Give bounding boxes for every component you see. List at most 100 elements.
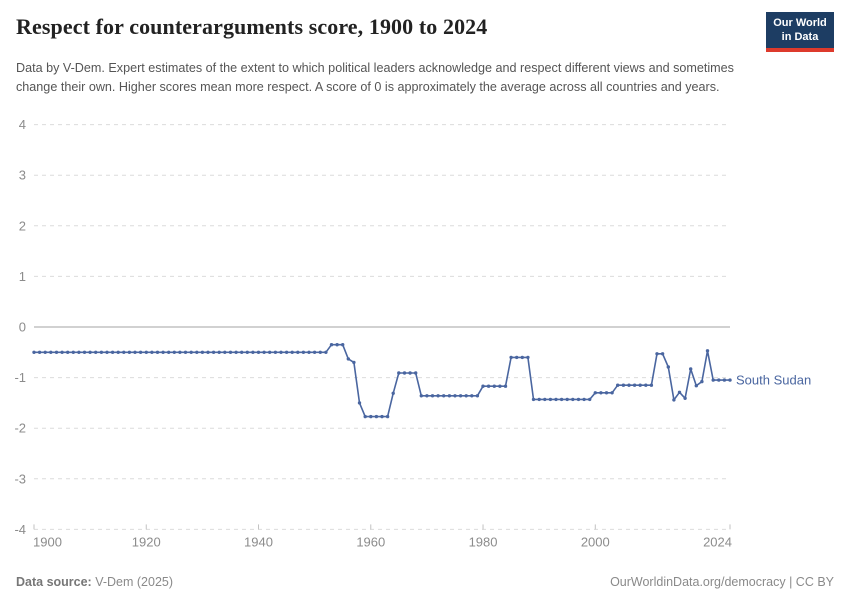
data-point[interactable] bbox=[279, 350, 283, 354]
data-point[interactable] bbox=[638, 383, 642, 387]
data-point[interactable] bbox=[138, 350, 143, 354]
data-point[interactable] bbox=[189, 350, 193, 354]
data-point[interactable] bbox=[374, 414, 379, 419]
data-point[interactable] bbox=[481, 384, 485, 388]
data-point[interactable] bbox=[672, 398, 676, 402]
data-point[interactable] bbox=[385, 414, 390, 419]
data-point[interactable] bbox=[167, 350, 171, 354]
data-point[interactable] bbox=[604, 391, 609, 395]
data-point[interactable] bbox=[60, 350, 64, 354]
data-point[interactable] bbox=[262, 350, 266, 354]
data-point[interactable] bbox=[312, 350, 317, 354]
data-point[interactable] bbox=[268, 350, 272, 354]
owid-logo[interactable]: Our World in Data bbox=[766, 12, 834, 52]
data-point[interactable] bbox=[284, 350, 289, 354]
data-point[interactable] bbox=[32, 350, 36, 354]
data-point[interactable] bbox=[705, 349, 710, 353]
data-point[interactable] bbox=[576, 397, 581, 402]
data-point[interactable] bbox=[655, 352, 659, 356]
data-point[interactable] bbox=[380, 414, 384, 419]
data-point[interactable] bbox=[223, 350, 227, 354]
data-point[interactable] bbox=[110, 350, 115, 354]
data-point[interactable] bbox=[660, 352, 665, 356]
data-point[interactable] bbox=[683, 396, 687, 400]
data-point[interactable] bbox=[105, 350, 109, 354]
data-point[interactable] bbox=[419, 394, 423, 398]
data-point[interactable] bbox=[397, 371, 401, 375]
data-point[interactable] bbox=[318, 350, 322, 354]
data-point[interactable] bbox=[402, 371, 407, 375]
data-point[interactable] bbox=[391, 391, 395, 395]
data-point[interactable] bbox=[632, 383, 637, 387]
data-point[interactable] bbox=[71, 350, 76, 354]
data-point[interactable] bbox=[537, 397, 541, 402]
data-point[interactable] bbox=[228, 350, 233, 354]
data-point[interactable] bbox=[127, 350, 132, 354]
data-point[interactable] bbox=[363, 414, 367, 419]
data-point[interactable] bbox=[447, 394, 452, 398]
data-point[interactable] bbox=[296, 350, 300, 354]
data-point[interactable] bbox=[301, 350, 306, 354]
data-point[interactable] bbox=[515, 355, 519, 360]
data-point[interactable] bbox=[329, 343, 334, 347]
data-point[interactable] bbox=[593, 391, 597, 395]
data-point[interactable] bbox=[273, 350, 278, 354]
data-point[interactable] bbox=[66, 350, 70, 354]
data-point[interactable] bbox=[717, 378, 721, 382]
data-point[interactable] bbox=[155, 350, 160, 354]
data-point[interactable] bbox=[94, 350, 98, 354]
data-point[interactable] bbox=[183, 350, 188, 354]
data-point[interactable] bbox=[122, 350, 126, 354]
data-point[interactable] bbox=[543, 397, 547, 402]
data-point[interactable] bbox=[588, 397, 592, 402]
data-point[interactable] bbox=[240, 350, 244, 354]
data-point[interactable] bbox=[150, 350, 154, 354]
data-point[interactable] bbox=[486, 384, 491, 388]
data-point[interactable] bbox=[711, 378, 715, 382]
data-point[interactable] bbox=[498, 384, 502, 388]
data-point[interactable] bbox=[99, 350, 104, 354]
data-point[interactable] bbox=[161, 350, 165, 354]
data-point[interactable] bbox=[211, 350, 216, 354]
data-point[interactable] bbox=[37, 350, 42, 354]
data-point[interactable] bbox=[43, 350, 47, 354]
data-point[interactable] bbox=[677, 390, 682, 394]
data-point[interactable] bbox=[369, 414, 373, 419]
data-point[interactable] bbox=[649, 383, 654, 387]
data-point[interactable] bbox=[599, 391, 603, 395]
line-chart[interactable]: 4 3 2 1 0 -1 -2 -3 -4 1900 1920 1940 1960 1980 2000 202… bbox=[0, 112, 850, 562]
data-point[interactable] bbox=[526, 355, 530, 360]
data-point[interactable] bbox=[116, 350, 120, 354]
data-point[interactable] bbox=[627, 383, 631, 387]
data-point[interactable] bbox=[509, 355, 513, 360]
data-point[interactable] bbox=[290, 350, 294, 354]
series-end-label[interactable]: South Sudan bbox=[736, 373, 811, 388]
data-point[interactable] bbox=[88, 350, 92, 354]
data-point[interactable] bbox=[458, 394, 463, 398]
data-point[interactable] bbox=[442, 394, 446, 398]
data-point[interactable] bbox=[531, 397, 536, 402]
data-point[interactable] bbox=[335, 343, 339, 347]
data-point[interactable] bbox=[666, 365, 670, 369]
data-point[interactable] bbox=[172, 350, 176, 354]
data-point[interactable] bbox=[554, 397, 558, 402]
data-point[interactable] bbox=[200, 350, 205, 354]
data-point[interactable] bbox=[492, 384, 496, 388]
data-point[interactable] bbox=[324, 350, 328, 354]
data-point[interactable] bbox=[307, 350, 311, 354]
data-point[interactable] bbox=[464, 394, 468, 398]
data-point[interactable] bbox=[144, 350, 148, 354]
data-point[interactable] bbox=[245, 350, 249, 354]
data-point[interactable] bbox=[251, 350, 255, 354]
data-point[interactable] bbox=[475, 394, 480, 398]
footer-link[interactable]: OurWorldinData.org/democracy | CC BY bbox=[610, 575, 834, 589]
data-point[interactable] bbox=[520, 355, 524, 360]
data-point[interactable] bbox=[610, 391, 614, 395]
data-point[interactable] bbox=[565, 397, 569, 402]
data-point[interactable] bbox=[470, 394, 474, 398]
data-point[interactable] bbox=[408, 371, 412, 375]
data-point[interactable] bbox=[206, 350, 210, 354]
data-point[interactable] bbox=[621, 383, 626, 387]
data-point[interactable] bbox=[82, 350, 87, 354]
data-point[interactable] bbox=[425, 394, 429, 398]
